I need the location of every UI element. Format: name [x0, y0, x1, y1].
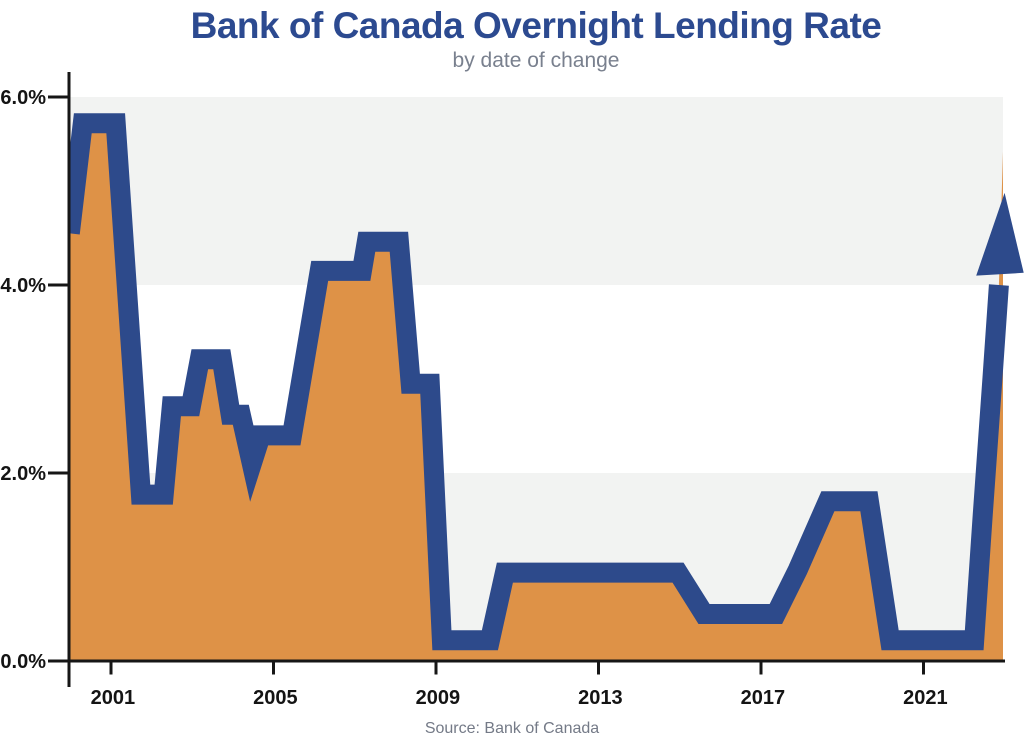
shaded-band [69, 97, 1003, 285]
x-tick-label: 2001 [91, 687, 136, 709]
tick-labels: 0.0% 2.0% 4.0% 6.0% 2001 2005 2009 2013 2017 2021 [0, 87, 947, 709]
y-tick-label: 4.0% [0, 275, 46, 297]
axes [48, 72, 1005, 687]
x-tick-label: 2017 [741, 687, 786, 709]
chart-title: Bank of Canada Overnight Lending Rate [190, 5, 882, 46]
chart-subtitle: by date of change [452, 49, 620, 72]
x-tick-label: 2005 [253, 687, 298, 709]
area-group [69, 113, 1009, 662]
arrow-head-icon [976, 192, 1024, 276]
area-fill [69, 123, 1004, 662]
source-note: Source: Bank of Canada [424, 720, 600, 737]
x-tick-label: 2013 [578, 687, 623, 709]
rate-line [69, 113, 1009, 651]
x-tick-label: 2021 [903, 687, 948, 709]
x-tick-label: 2009 [416, 687, 461, 709]
y-tick-label: 6.0% [0, 87, 46, 109]
y-tick-label: 0.0% [0, 651, 46, 673]
y-tick-label: 2.0% [0, 463, 46, 485]
